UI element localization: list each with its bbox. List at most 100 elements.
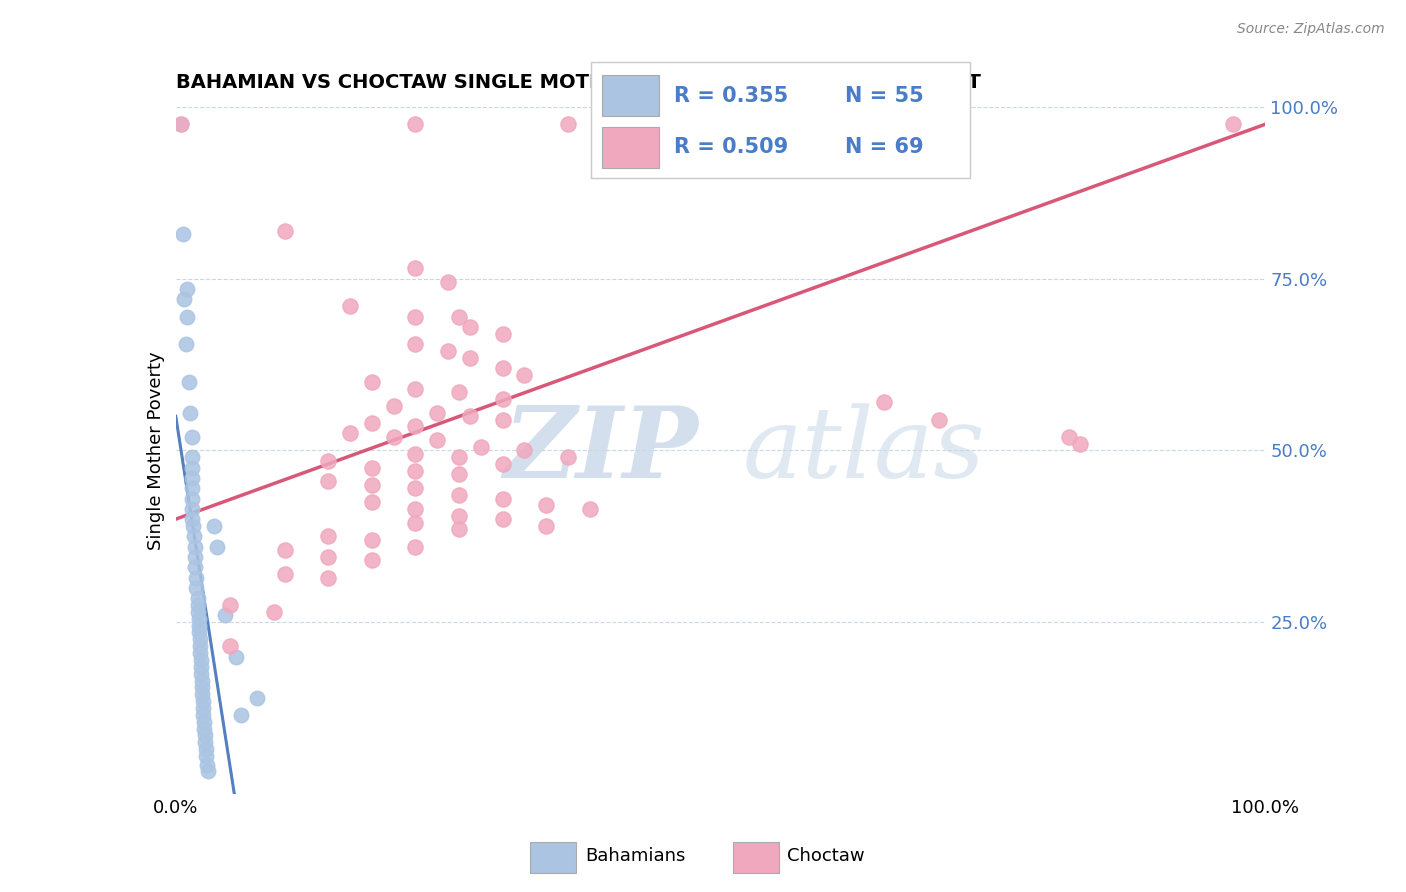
Point bbox=[405, 464, 427, 478]
Text: Choctaw: Choctaw bbox=[787, 847, 865, 865]
Point bbox=[186, 605, 209, 619]
Point bbox=[447, 450, 470, 465]
Point bbox=[1069, 436, 1091, 450]
Point bbox=[1222, 117, 1244, 131]
Point bbox=[928, 412, 950, 426]
Point bbox=[191, 694, 214, 708]
Point bbox=[579, 501, 602, 516]
Point bbox=[339, 299, 361, 313]
Point bbox=[492, 361, 515, 376]
Point bbox=[405, 481, 427, 495]
Point bbox=[219, 598, 242, 612]
Point bbox=[172, 227, 194, 241]
Point bbox=[181, 460, 204, 475]
Point bbox=[534, 519, 557, 533]
Point bbox=[318, 570, 340, 584]
FancyBboxPatch shape bbox=[602, 128, 659, 168]
Point bbox=[191, 701, 214, 715]
Point bbox=[181, 450, 204, 465]
Point bbox=[231, 707, 253, 722]
Point bbox=[492, 392, 515, 406]
Text: R = 0.509: R = 0.509 bbox=[673, 137, 789, 157]
Point bbox=[202, 519, 225, 533]
Point bbox=[492, 512, 515, 526]
Point bbox=[181, 471, 204, 485]
Point bbox=[176, 282, 198, 296]
Point bbox=[184, 549, 207, 564]
Point bbox=[187, 618, 209, 632]
Point bbox=[513, 368, 536, 382]
Point bbox=[405, 419, 427, 434]
Point bbox=[405, 447, 427, 461]
Point bbox=[188, 639, 211, 653]
Text: N = 69: N = 69 bbox=[845, 137, 924, 157]
FancyBboxPatch shape bbox=[530, 842, 576, 873]
Point bbox=[360, 460, 382, 475]
Point bbox=[382, 399, 405, 413]
Point bbox=[214, 608, 236, 623]
Point bbox=[186, 581, 208, 595]
Point bbox=[274, 543, 297, 558]
Point bbox=[318, 475, 340, 489]
Point bbox=[318, 549, 340, 564]
FancyBboxPatch shape bbox=[602, 75, 659, 116]
Point bbox=[191, 673, 214, 688]
Point bbox=[447, 488, 470, 502]
Point bbox=[405, 261, 427, 276]
Point bbox=[458, 351, 481, 365]
Point bbox=[447, 523, 470, 537]
Point bbox=[405, 516, 427, 530]
Point bbox=[405, 501, 427, 516]
Point bbox=[176, 310, 198, 324]
Point bbox=[190, 666, 212, 681]
Point bbox=[181, 481, 204, 495]
Point bbox=[184, 560, 207, 574]
Point bbox=[458, 409, 481, 423]
Point bbox=[513, 443, 536, 458]
Point bbox=[447, 467, 470, 482]
Point bbox=[190, 660, 212, 674]
Point bbox=[405, 337, 427, 351]
Point bbox=[181, 491, 204, 506]
Text: N = 55: N = 55 bbox=[845, 86, 924, 106]
Point bbox=[191, 707, 214, 722]
Point bbox=[186, 598, 209, 612]
Point bbox=[437, 343, 460, 358]
Point bbox=[382, 430, 405, 444]
Point bbox=[492, 457, 515, 471]
Point bbox=[263, 605, 285, 619]
Point bbox=[873, 395, 896, 409]
Point bbox=[195, 749, 218, 764]
Point bbox=[360, 478, 382, 492]
Point bbox=[405, 540, 427, 554]
Point bbox=[405, 117, 427, 131]
Point bbox=[195, 758, 218, 772]
Point bbox=[492, 491, 515, 506]
Point bbox=[179, 406, 201, 420]
Point bbox=[447, 310, 470, 324]
Point bbox=[492, 412, 515, 426]
Point bbox=[187, 612, 209, 626]
Point bbox=[1057, 430, 1080, 444]
Point bbox=[195, 742, 218, 756]
Point bbox=[186, 591, 209, 606]
Point bbox=[405, 310, 427, 324]
Point bbox=[197, 764, 219, 779]
Point bbox=[360, 533, 382, 547]
Point bbox=[470, 440, 492, 454]
Point bbox=[170, 117, 193, 131]
Point bbox=[426, 406, 449, 420]
Point bbox=[181, 512, 204, 526]
Point bbox=[190, 653, 212, 667]
Text: BAHAMIAN VS CHOCTAW SINGLE MOTHER POVERTY CORRELATION CHART: BAHAMIAN VS CHOCTAW SINGLE MOTHER POVERT… bbox=[176, 72, 980, 92]
Point bbox=[187, 625, 209, 640]
Point bbox=[219, 639, 242, 653]
Text: R = 0.355: R = 0.355 bbox=[673, 86, 789, 106]
Point bbox=[360, 416, 382, 430]
Point bbox=[188, 632, 211, 647]
Point bbox=[437, 275, 460, 289]
Point bbox=[246, 690, 269, 705]
Point bbox=[225, 649, 247, 664]
Point bbox=[193, 722, 215, 736]
Point bbox=[173, 293, 195, 307]
